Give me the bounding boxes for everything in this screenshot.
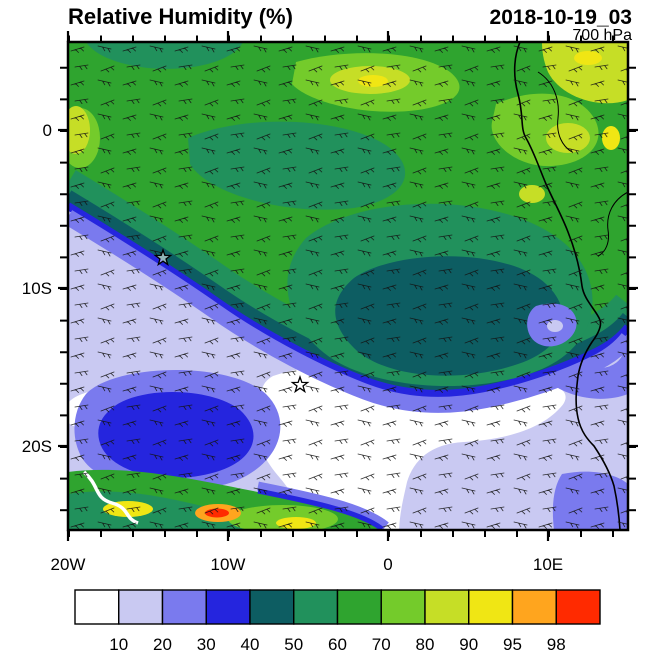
x-tick-label-10e: 10E	[533, 555, 563, 574]
star-marker-1	[153, 248, 173, 267]
colorbar-label-10: 10	[109, 635, 128, 654]
y-tick-label-20s: 20S	[22, 437, 52, 456]
colorbar-box-11	[555, 589, 601, 625]
colorbar-box-9	[468, 589, 514, 625]
x-tick-label-20w: 20W	[51, 555, 86, 574]
colorbar-label-98: 98	[547, 635, 566, 654]
x-tick-label-10w: 10W	[211, 555, 246, 574]
colorbar-label-80: 80	[416, 635, 435, 654]
valid-time: 2018-10-19_03	[490, 6, 632, 29]
colorbar-box-5	[293, 589, 339, 625]
map-plot	[68, 42, 628, 530]
star-marker-2	[290, 375, 310, 394]
colorbar-label-30: 30	[197, 635, 216, 654]
colorbar-box-1	[118, 589, 164, 625]
colorbar-box-4	[249, 589, 295, 625]
colorbar-box-0	[74, 589, 120, 625]
colorbar-box-6	[336, 589, 382, 625]
colorbar-label-70: 70	[372, 635, 391, 654]
major-ticks	[58, 31, 638, 541]
colorbar-label-90: 90	[459, 635, 478, 654]
colorbar-label-20: 20	[153, 635, 172, 654]
colorbar-box-8	[424, 589, 470, 625]
wind-barbs	[68, 42, 628, 530]
colorbar-label-40: 40	[241, 635, 260, 654]
x-tick-label-0: 0	[383, 555, 392, 574]
colorbar-box-3	[205, 589, 251, 625]
map-border	[66, 40, 630, 532]
colorbar-label-95: 95	[503, 635, 522, 654]
figure-title: Relative Humidity (%)	[68, 4, 293, 29]
pressure-level: 700 hPa	[572, 27, 632, 44]
colorbar: 10 20 30 40 50 60 70 80 90 95 98	[74, 589, 601, 654]
colorbar-box-7	[380, 589, 426, 625]
y-tick-label-0: 0	[43, 121, 52, 140]
colorbar-label-60: 60	[328, 635, 347, 654]
colorbar-box-2	[161, 589, 207, 625]
colorbar-label-50: 50	[284, 635, 303, 654]
y-tick-label-10s: 10S	[22, 279, 52, 298]
colorbar-box-10	[511, 589, 557, 625]
